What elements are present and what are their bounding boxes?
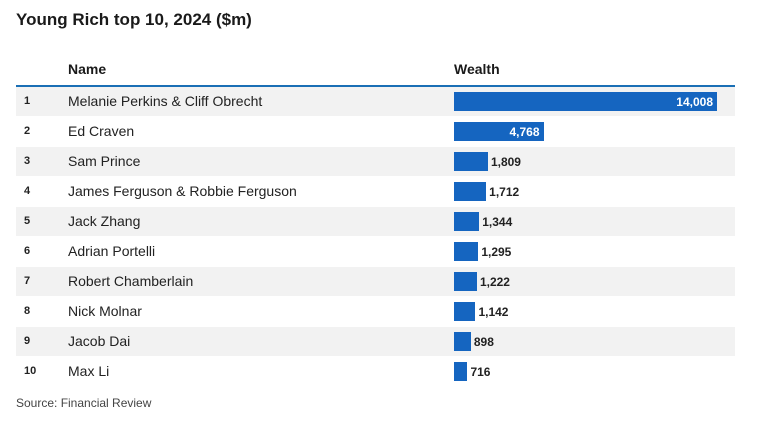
value-label: 1,142 bbox=[478, 305, 509, 319]
table-header: Name Wealth bbox=[16, 56, 735, 87]
rank-label: 5 bbox=[24, 215, 31, 227]
category-label: Ed Craven bbox=[68, 123, 135, 139]
wealth-bar bbox=[454, 152, 488, 171]
rank-label: 8 bbox=[24, 305, 31, 317]
wealth-bar bbox=[454, 332, 471, 351]
rank-label: 4 bbox=[24, 185, 31, 197]
value-label: 14,008 bbox=[676, 95, 713, 109]
table-row: 9 Jacob Dai 898 bbox=[16, 327, 735, 357]
table-row: 6 Adrian Portelli 1,295 bbox=[16, 237, 735, 267]
ranking-table: Name Wealth 1 Melanie Perkins & Cliff Obr… bbox=[16, 56, 735, 387]
table-row: 10 Max Li 716 bbox=[16, 357, 735, 387]
rank-label: 1 bbox=[24, 95, 31, 107]
value-label: 1,344 bbox=[482, 215, 513, 229]
table-row: 3 Sam Prince 1,809 bbox=[16, 147, 735, 177]
source-note: Source: Financial Review bbox=[16, 396, 152, 410]
category-label: James Ferguson & Robbie Ferguson bbox=[68, 183, 297, 199]
table-row: 2 Ed Craven 4,768 bbox=[16, 117, 735, 147]
category-label: Adrian Portelli bbox=[68, 243, 156, 259]
value-label: 1,222 bbox=[479, 275, 510, 289]
category-label: Max Li bbox=[68, 363, 110, 379]
wealth-bar bbox=[454, 92, 717, 111]
rank-label: 6 bbox=[24, 245, 31, 257]
value-label: 898 bbox=[473, 335, 494, 349]
table-row: 4 James Ferguson & Robbie Ferguson 1,712 bbox=[16, 177, 735, 207]
category-label: Robert Chamberlain bbox=[68, 273, 194, 289]
wealth-bar bbox=[454, 272, 477, 291]
category-label: Nick Molnar bbox=[68, 303, 142, 319]
rank-label: 9 bbox=[24, 335, 31, 347]
wealth-bar bbox=[454, 242, 479, 261]
category-label: Melanie Perkins & Cliff Obrecht bbox=[68, 93, 263, 109]
wealth-bar bbox=[454, 362, 468, 381]
chart-title: Young Rich top 10, 2024 ($m) bbox=[16, 10, 252, 29]
value-label: 4,768 bbox=[509, 125, 540, 139]
table-body: 1 Melanie Perkins & Cliff Obrecht 14,008 2 E… bbox=[16, 87, 735, 387]
table-row: 5 Jack Zhang 1,344 bbox=[16, 207, 735, 237]
value-label: 716 bbox=[470, 365, 491, 379]
wealth-bar bbox=[454, 182, 487, 201]
category-label: Jack Zhang bbox=[68, 213, 141, 229]
wealth-bar bbox=[454, 212, 480, 231]
category-label: Sam Prince bbox=[68, 153, 141, 169]
wealth-column-header: Wealth bbox=[454, 61, 500, 77]
value-label: 1,809 bbox=[490, 155, 521, 169]
wealth-bar bbox=[454, 302, 476, 321]
table-row: 1 Melanie Perkins & Cliff Obrecht 14,008 bbox=[16, 87, 735, 117]
rank-label: 3 bbox=[24, 155, 31, 167]
category-label: Jacob Dai bbox=[68, 333, 131, 349]
rank-label: 2 bbox=[24, 125, 31, 137]
table-row: 7 Robert Chamberlain 1,222 bbox=[16, 267, 735, 297]
name-column-header: Name bbox=[68, 61, 107, 77]
rank-label: 7 bbox=[24, 275, 31, 287]
value-label: 1,295 bbox=[481, 245, 512, 259]
table-row: 8 Nick Molnar 1,142 bbox=[16, 297, 735, 327]
rank-label: 10 bbox=[24, 365, 37, 377]
wealth-bar bbox=[454, 122, 544, 141]
value-label: 1,712 bbox=[489, 185, 520, 199]
